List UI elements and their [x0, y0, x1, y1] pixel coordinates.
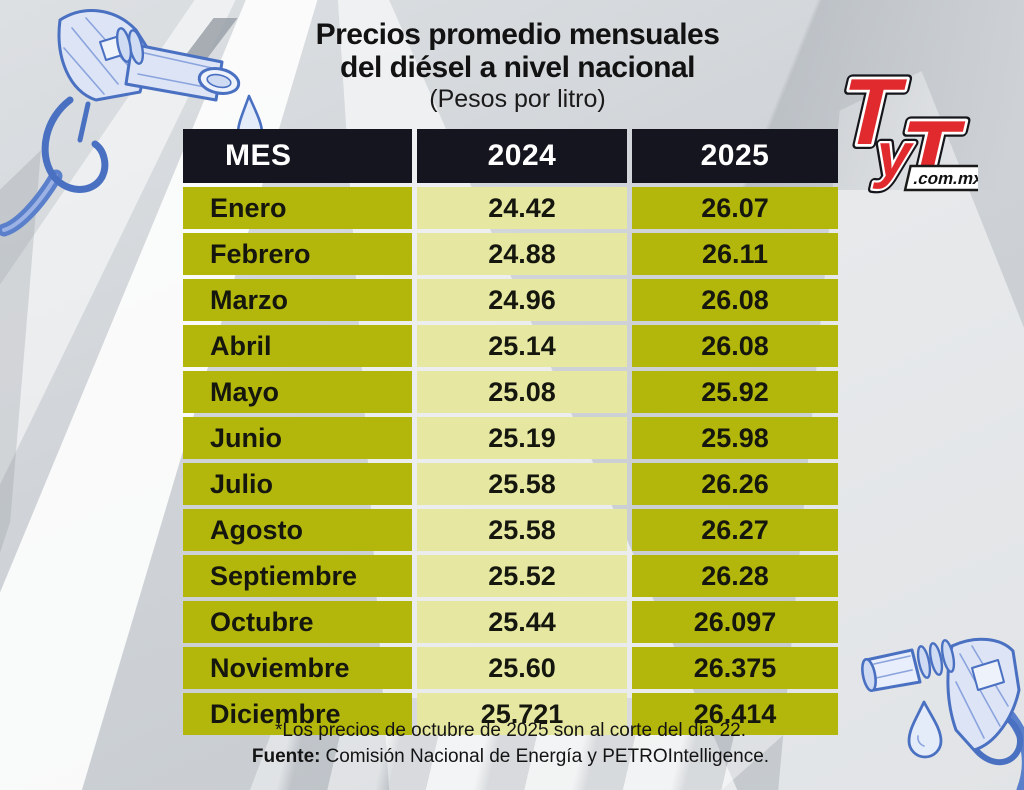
value-2025-cell: 26.28	[632, 555, 838, 597]
price-table: MES 2024 2025 Enero 24.42 26.07 Febrero 24.8…	[178, 125, 843, 739]
value-2024-cell: 25.14	[417, 325, 627, 367]
value-2025-cell: 25.98	[632, 417, 838, 459]
month-cell: Marzo	[183, 279, 412, 321]
value-2025-cell: 26.08	[632, 325, 838, 367]
value-2025-cell: 26.375	[632, 647, 838, 689]
table-row: Septiembre 25.52 26.28	[183, 555, 838, 597]
page-title-line1: Precios promedio mensuales	[315, 18, 720, 51]
svg-text:.com.mx: .com.mx	[912, 168, 978, 188]
month-cell: Noviembre	[183, 647, 412, 689]
month-cell: Julio	[183, 463, 412, 505]
table-row: Febrero 24.88 26.11	[183, 233, 838, 275]
table-row: Junio 25.19 25.98	[183, 417, 838, 459]
value-2024-cell: 25.08	[417, 371, 627, 413]
month-cell: Mayo	[183, 371, 412, 413]
column-header-mes: MES	[183, 129, 412, 183]
column-header-2024: 2024	[417, 129, 627, 183]
value-2025-cell: 26.08	[632, 279, 838, 321]
month-cell: Junio	[183, 417, 412, 459]
table-row: Noviembre 25.60 26.375	[183, 647, 838, 689]
table-row: Abril 25.14 26.08	[183, 325, 838, 367]
footnote-source-label: Fuente:	[251, 746, 321, 767]
value-2025-cell: 26.27	[632, 509, 838, 551]
table-row: Marzo 24.96 26.08	[183, 279, 838, 321]
table-row: Agosto 25.58 26.27	[183, 509, 838, 551]
value-2024-cell: 25.60	[417, 647, 627, 689]
value-2024-cell: 24.88	[417, 233, 627, 275]
footnote-source-text: Comisión Nacional de Energía y PETROInte…	[325, 746, 770, 767]
page-subtitle: (Pesos por litro)	[429, 85, 606, 113]
footnotes: *Los precios de octubre de 2025 son al c…	[178, 718, 843, 770]
value-2024-cell: 24.42	[417, 187, 627, 229]
table-row: Mayo 25.08 25.92	[183, 371, 838, 413]
value-2024-cell: 25.58	[417, 463, 627, 505]
tyt-logo: T T y y T T .com.mx	[826, 56, 978, 196]
month-cell: Enero	[183, 187, 412, 229]
table-row: Octubre 25.44 26.097	[183, 601, 838, 643]
footnote-note: *Los precios de octubre de 2025 son al c…	[274, 720, 747, 741]
value-2024-cell: 25.58	[417, 509, 627, 551]
footnote-source: Fuente: Comisión Nacional de Energía y PE…	[178, 744, 843, 770]
table-body: Enero 24.42 26.07 Febrero 24.88 26.11 Marzo 24.…	[183, 187, 838, 735]
title-block: Precios promedio mensuales del diésel a …	[190, 18, 845, 114]
value-2025-cell: 26.097	[632, 601, 838, 643]
value-2025-cell: 26.26	[632, 463, 838, 505]
page-title-line2: del diésel a nivel nacional	[340, 51, 695, 84]
value-2024-cell: 25.52	[417, 555, 627, 597]
month-cell: Septiembre	[183, 555, 412, 597]
month-cell: Febrero	[183, 233, 412, 275]
table-header-row: MES 2024 2025	[183, 129, 838, 183]
value-2025-cell: 25.92	[632, 371, 838, 413]
value-2025-cell: 26.11	[632, 233, 838, 275]
value-2024-cell: 24.96	[417, 279, 627, 321]
month-cell: Abril	[183, 325, 412, 367]
column-header-2025: 2025	[632, 129, 838, 183]
value-2024-cell: 25.19	[417, 417, 627, 459]
fuel-nozzle-icon	[861, 637, 1024, 790]
month-cell: Octubre	[183, 601, 412, 643]
month-cell: Agosto	[183, 509, 412, 551]
value-2025-cell: 26.07	[632, 187, 838, 229]
logo-domain-plate: .com.mx	[903, 164, 978, 192]
value-2024-cell: 25.44	[417, 601, 627, 643]
table-row: Julio 25.58 26.26	[183, 463, 838, 505]
table-row: Enero 24.42 26.07	[183, 187, 838, 229]
